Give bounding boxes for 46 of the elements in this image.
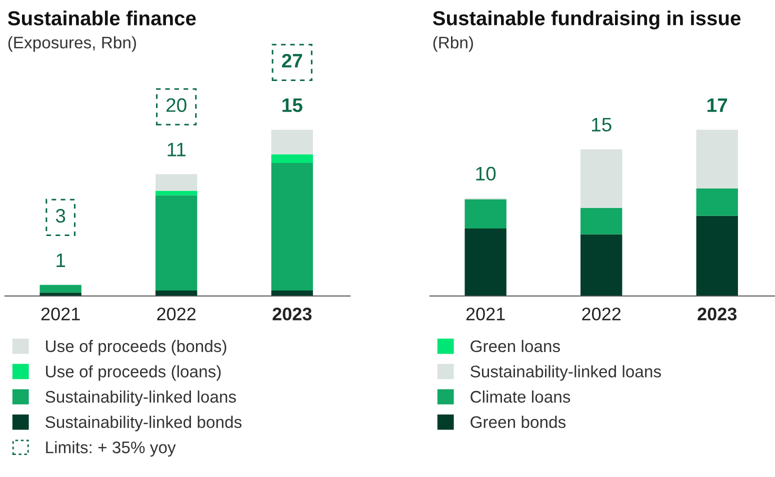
text: 20 — [166, 98, 186, 112]
x-tick-label: 2023 — [272, 308, 312, 320]
annotation: 15 — [592, 118, 612, 132]
bar — [156, 174, 198, 191]
bar — [271, 290, 313, 296]
legend-label: Use of proceeds (bonds) — [46, 340, 226, 356]
x-tick-label: 2021 — [41, 308, 80, 320]
legend-label: Green bonds — [470, 416, 566, 428]
bar — [464, 228, 506, 296]
x-tick-label: 2023 — [698, 308, 737, 320]
chart-subtitle: (Exposures, Rbn) — [8, 36, 136, 52]
bar — [696, 216, 738, 296]
bar — [696, 188, 738, 216]
annotation: 3 — [56, 208, 66, 223]
bar — [271, 154, 313, 164]
text: 27 — [282, 54, 302, 68]
bar — [580, 208, 622, 234]
bar — [580, 149, 622, 208]
text: Limits: + 35% yoy — [46, 441, 176, 457]
bar — [40, 292, 82, 296]
chart-title: Sustainable fundraising in issue — [432, 10, 740, 30]
bar — [696, 130, 738, 188]
bar — [580, 234, 622, 296]
annotation: 15 — [282, 98, 302, 112]
x-tick-label: 2022 — [157, 308, 196, 320]
bar — [271, 163, 313, 291]
bar — [271, 130, 313, 154]
legend-label: Sustainability-linked bonds — [46, 416, 242, 432]
annotation: 11 — [168, 142, 186, 156]
legend-label: Green loans — [470, 340, 560, 352]
bar — [156, 190, 198, 196]
x-tick-label: 2021 — [466, 308, 505, 320]
bar — [464, 199, 506, 229]
chart-title: Sustainable finance — [8, 10, 196, 26]
legend-label: Use of proceeds (loans) — [46, 365, 221, 381]
bar — [156, 290, 198, 296]
annotation: 17 — [708, 98, 728, 112]
legend-label: Climate loans — [470, 390, 570, 403]
x-tick-label: 2022 — [582, 308, 621, 320]
bar — [40, 284, 82, 293]
annotation: 10 — [476, 166, 496, 181]
chart-subtitle: (Rbn) — [433, 36, 473, 52]
legend-label: Sustainability-linked loans — [470, 365, 661, 381]
bar — [156, 195, 198, 291]
annotation: 1 — [56, 254, 66, 267]
legend-label: Sustainability-linked loans — [46, 390, 236, 406]
